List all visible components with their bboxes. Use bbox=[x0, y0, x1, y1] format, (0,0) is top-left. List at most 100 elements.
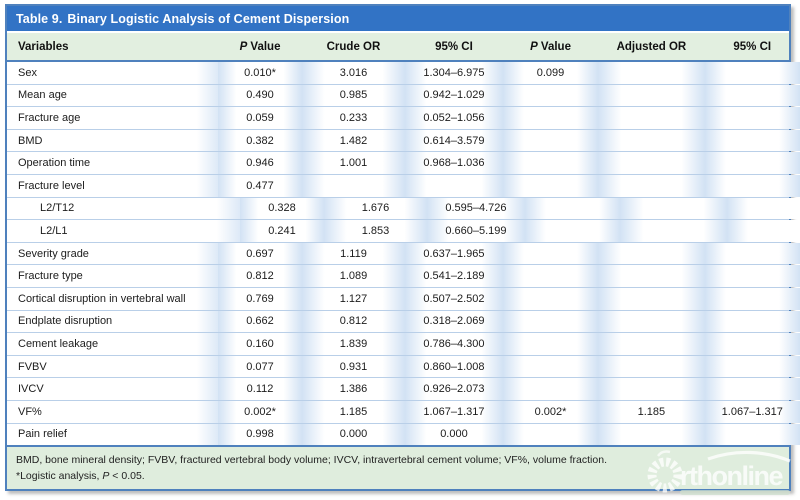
variable-cell: BMD bbox=[7, 129, 219, 152]
value-cell: 0.077 bbox=[218, 355, 302, 378]
value-cell bbox=[598, 423, 705, 446]
table-figure: Table 9. Binary Logistic Analysis of Cem… bbox=[5, 4, 800, 491]
value-cell bbox=[704, 84, 800, 107]
value-cell: 0.926–2.073 bbox=[405, 378, 503, 400]
value-cell bbox=[598, 107, 705, 129]
table-row: FVBV 0.077 0.931 0.860–1.008 bbox=[7, 355, 800, 379]
value-cell bbox=[704, 107, 800, 129]
value-cell bbox=[598, 242, 705, 265]
value-cell bbox=[598, 129, 705, 152]
value-cell bbox=[301, 174, 406, 197]
value-cell: 0.614–3.579 bbox=[405, 129, 503, 152]
variable-cell: L2/L1 bbox=[7, 220, 241, 242]
value-cell: 1.067–1.317 bbox=[704, 400, 800, 423]
column-header-adjusted-or: Adjusted OR bbox=[616, 40, 687, 53]
value-cell bbox=[502, 107, 599, 129]
variable-cell: Fracture type bbox=[7, 265, 219, 287]
value-cell: 0.541–2.189 bbox=[405, 265, 503, 287]
value-cell bbox=[502, 310, 599, 333]
table-row: Pain relief 0.998 0.000 0.000 bbox=[7, 423, 800, 446]
value-cell: 0.660–5.199 bbox=[427, 220, 525, 242]
variable-cell: VF% bbox=[7, 400, 219, 423]
value-cell bbox=[704, 265, 800, 287]
column-header-ci-adjusted: 95% CI bbox=[733, 40, 772, 53]
value-cell: 0.002* bbox=[502, 400, 599, 423]
value-cell bbox=[502, 242, 599, 265]
value-cell: 1.185 bbox=[598, 400, 705, 423]
value-cell: 0.595–4.726 bbox=[427, 197, 525, 220]
value-cell bbox=[704, 333, 800, 355]
value-cell: 1.089 bbox=[301, 265, 406, 287]
table-row: Operation time 0.946 1.001 0.968–1.036 bbox=[7, 152, 800, 175]
value-cell bbox=[704, 423, 800, 446]
table-body: Sex 0.010* 3.016 1.304–6.975 0.099 Mean age 0.… bbox=[7, 62, 800, 446]
value-cell bbox=[598, 310, 705, 333]
value-cell bbox=[598, 265, 705, 287]
value-cell: 0.052–1.056 bbox=[405, 107, 503, 129]
value-cell: 0.112 bbox=[218, 378, 302, 400]
footnote-significance: *Logistic analysis, P < 0.05. bbox=[16, 468, 789, 484]
column-header-variables: Variables bbox=[18, 40, 69, 53]
value-cell: 0.002* bbox=[218, 400, 302, 423]
value-cell bbox=[704, 242, 800, 265]
value-cell: 0.860–1.008 bbox=[405, 355, 503, 378]
table-row: L2/T12 0.328 1.676 0.595–4.726 bbox=[7, 197, 800, 221]
value-cell: 0.000 bbox=[301, 423, 406, 446]
column-header-p-value-crude: P Value bbox=[239, 40, 281, 53]
value-cell: 1.839 bbox=[301, 333, 406, 355]
value-cell: 3.016 bbox=[301, 62, 406, 84]
value-cell bbox=[598, 174, 705, 197]
variable-cell: IVCV bbox=[7, 378, 219, 400]
table-row: Cement leakage 0.160 1.839 0.786–4.300 bbox=[7, 333, 800, 356]
value-cell: 0.985 bbox=[301, 84, 406, 107]
footnotes: BMD, bone mineral density; FVBV, fractur… bbox=[7, 445, 789, 489]
value-cell: 1.676 bbox=[323, 197, 428, 220]
variable-cell: Sex bbox=[7, 62, 219, 84]
table-row: Sex 0.010* 3.016 1.304–6.975 0.099 bbox=[7, 62, 800, 85]
value-cell: 1.185 bbox=[301, 400, 406, 423]
value-cell bbox=[704, 378, 800, 400]
value-cell bbox=[704, 129, 800, 152]
table-row: VF% 0.002* 1.185 1.067–1.317 0.002* 1.185 1.06… bbox=[7, 400, 800, 424]
value-cell bbox=[704, 62, 800, 84]
value-cell bbox=[704, 152, 800, 174]
value-cell bbox=[704, 355, 800, 378]
column-header-crude-or: Crude OR bbox=[326, 40, 381, 53]
value-cell bbox=[598, 152, 705, 174]
footnote-abbreviations: BMD, bone mineral density; FVBV, fractur… bbox=[16, 454, 607, 466]
value-cell: 0.786–4.300 bbox=[405, 333, 503, 355]
variable-cell: Operation time bbox=[7, 152, 219, 174]
value-cell bbox=[524, 220, 621, 242]
value-cell bbox=[598, 84, 705, 107]
value-cell bbox=[598, 378, 705, 400]
table-row: Fracture age 0.059 0.233 0.052–1.056 bbox=[7, 107, 800, 130]
footnote-significance-post: < 0.05. bbox=[109, 470, 145, 483]
value-cell bbox=[405, 174, 503, 197]
value-cell: 1.127 bbox=[301, 287, 406, 310]
table-number: Table 9. bbox=[16, 11, 63, 26]
variable-cell: FVBV bbox=[7, 355, 219, 378]
value-cell: 1.304–6.975 bbox=[405, 62, 503, 84]
variable-cell: L2/T12 bbox=[7, 197, 241, 220]
value-cell: 0.946 bbox=[218, 152, 302, 174]
value-cell: 0.490 bbox=[218, 84, 302, 107]
value-cell bbox=[598, 333, 705, 355]
table-row: BMD 0.382 1.482 0.614–3.579 bbox=[7, 129, 800, 153]
value-cell: 0.382 bbox=[218, 129, 302, 152]
title-divider bbox=[7, 31, 789, 33]
value-cell bbox=[620, 197, 727, 220]
value-cell: 1.067–1.317 bbox=[405, 400, 503, 423]
column-header-row: Variables P Value Crude OR 95% CI P Value Adj… bbox=[7, 33, 789, 62]
value-cell: 0.099 bbox=[502, 62, 599, 84]
table-row: Mean age 0.490 0.985 0.942–1.029 bbox=[7, 84, 800, 108]
footnote-significance-pre: *Logistic analysis, bbox=[16, 470, 103, 483]
value-cell: 0.328 bbox=[240, 197, 324, 220]
variable-cell: Endplate disruption bbox=[7, 310, 219, 333]
value-cell: 0.931 bbox=[301, 355, 406, 378]
value-cell bbox=[704, 310, 800, 333]
value-cell bbox=[524, 197, 621, 220]
column-header-p-value-adjusted: P Value bbox=[530, 40, 571, 53]
value-cell bbox=[598, 62, 705, 84]
value-cell: 0.942–1.029 bbox=[405, 84, 503, 107]
variable-cell: Pain relief bbox=[7, 423, 219, 446]
